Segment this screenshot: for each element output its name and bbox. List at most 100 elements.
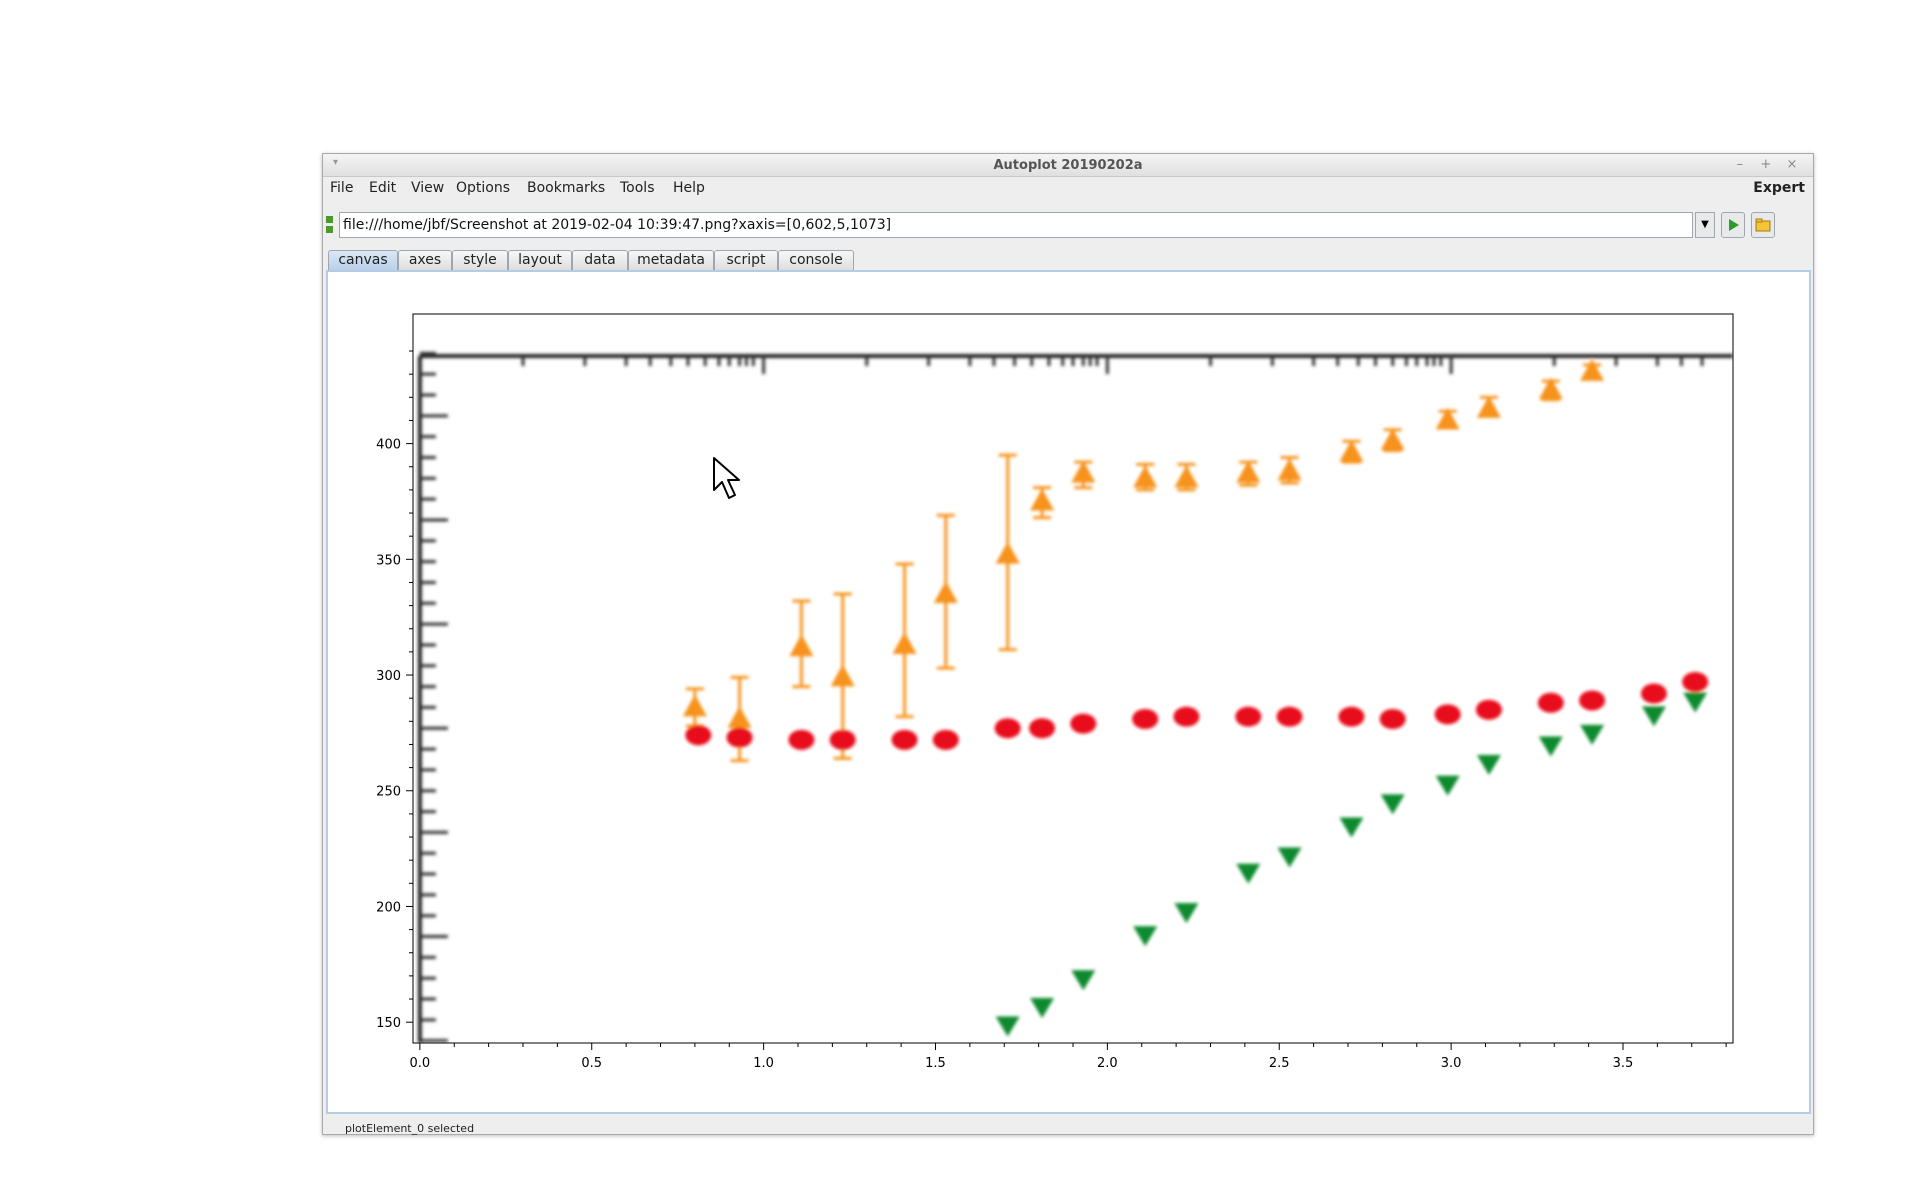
x-tick-label: 3.5 [1613,1056,1634,1071]
tab-console[interactable]: console [778,250,854,270]
data-point [1435,407,1460,430]
browse-button[interactable] [1751,212,1775,238]
tab-style[interactable]: style [452,250,508,270]
menu-view[interactable]: View [411,180,445,196]
plot-canvas[interactable]: 0.0 0.5 1.0 1.5 2.0 2.5 3.0 3.5 150 200 250 300 350 4… [326,270,1811,1114]
menu-file[interactable]: File [330,180,354,196]
data-point [1379,709,1406,729]
menu-edit[interactable]: Edit [369,180,397,196]
data-point [1435,775,1460,796]
data-point [1277,847,1302,868]
data-point [1476,395,1501,418]
data-point [891,729,918,750]
data-point [789,634,814,657]
data-point [1277,458,1302,481]
menu-bar: File Edit View Options Bookmarks Tools H… [323,177,1813,197]
data-point [1339,817,1364,838]
data-point [1640,683,1667,704]
y-tick-label: 350 [376,553,401,568]
data-point [933,581,958,604]
tab-data[interactable]: data [572,250,628,270]
data-point [1538,736,1563,757]
plot-axes: 0.0 0.5 1.0 1.5 2.0 2.5 3.0 3.5 150 200 250 300 350 4… [376,350,1727,1071]
expert-mode-menu[interactable]: Expert [1753,180,1805,196]
data-point [1579,690,1606,711]
close-icon[interactable]: × [1786,157,1798,172]
menu-bookmarks[interactable]: Bookmarks [527,180,606,196]
menu-help[interactable]: Help [673,180,705,196]
data-point [1071,970,1096,991]
data-point [1380,428,1405,451]
data-point [1133,465,1158,488]
data-point [727,706,752,728]
title-bar[interactable]: ▾ Autoplot 20190202a – + × [323,154,1813,177]
menu-tools[interactable]: Tools [620,180,655,196]
tab-axes[interactable]: axes [398,250,452,270]
status-bar: plotElement_0 selected [345,1122,475,1135]
y-tick-label: 400 [376,438,401,453]
x-tick-label: 1.5 [925,1056,946,1071]
tab-metadata[interactable]: metadata [628,250,714,270]
data-point [1683,692,1708,713]
data-point [1235,706,1262,727]
folder-icon [1755,218,1771,232]
url-input[interactable]: file:///home/jbf/Screenshot at 2019-02-0… [339,212,1693,238]
data-point [995,541,1020,564]
window-menu-icon[interactable]: ▾ [333,157,339,168]
window-title: Autoplot 20190202a [993,158,1143,173]
autoplot-window: ▾ Autoplot 20190202a – + × File Edit Vie… [322,153,1814,1135]
data-point [1475,699,1502,720]
data-point [1580,724,1605,745]
data-point [995,1016,1020,1037]
data-source-icon [326,216,333,233]
y-tick-label: 250 [376,785,401,800]
data-point [1174,465,1199,488]
minimize-icon[interactable]: – [1736,157,1743,172]
data-point [1132,709,1159,729]
data-point [1236,863,1261,884]
data-point [892,631,917,654]
data-point [1174,903,1199,924]
x-tick-label: 2.5 [1269,1056,1290,1071]
x-tick-label: 0.0 [410,1056,431,1071]
data-point [1476,754,1501,775]
data-point [1276,706,1303,727]
tab-script[interactable]: script [714,250,778,270]
data-point [788,729,815,750]
data-point [1641,706,1666,727]
tab-canvas[interactable]: canvas [328,250,398,270]
plot-frame [412,313,1734,1044]
data-point [1338,706,1365,727]
x-tick-label: 1.0 [753,1056,774,1071]
data-point [1434,704,1461,725]
menu-options[interactable]: Options [456,180,511,196]
play-icon [1729,219,1739,231]
go-button[interactable] [1721,212,1745,238]
url-history-dropdown[interactable]: ▼ [1695,212,1715,238]
data-point [932,729,959,750]
tab-layout[interactable]: layout [508,250,572,270]
y-tick-label: 300 [376,669,401,684]
data-point [1537,692,1564,713]
data-point [685,725,712,746]
data-point [1071,460,1096,483]
data-point [1339,439,1364,462]
plot-area[interactable]: 0.0 0.5 1.0 1.5 2.0 2.5 3.0 3.5 150 200 250 300 350 4… [328,272,1809,1112]
data-point [1133,926,1158,947]
data-point [1173,706,1200,727]
x-tick-label: 0.5 [581,1056,602,1071]
mouse-cursor-icon [713,457,740,499]
data-point [994,718,1021,739]
data-point [1070,713,1097,734]
data-point [1030,488,1055,511]
data-point [726,727,753,748]
data-point [1029,718,1056,739]
data-point [1682,671,1709,692]
x-tick-label: 2.0 [1097,1056,1118,1071]
data-point [1580,358,1605,381]
data-point [829,729,856,750]
data-point [1236,460,1261,483]
y-tick-label: 150 [376,1016,401,1031]
x-tick-label: 3.0 [1441,1056,1462,1071]
maximize-icon[interactable]: + [1760,157,1772,172]
